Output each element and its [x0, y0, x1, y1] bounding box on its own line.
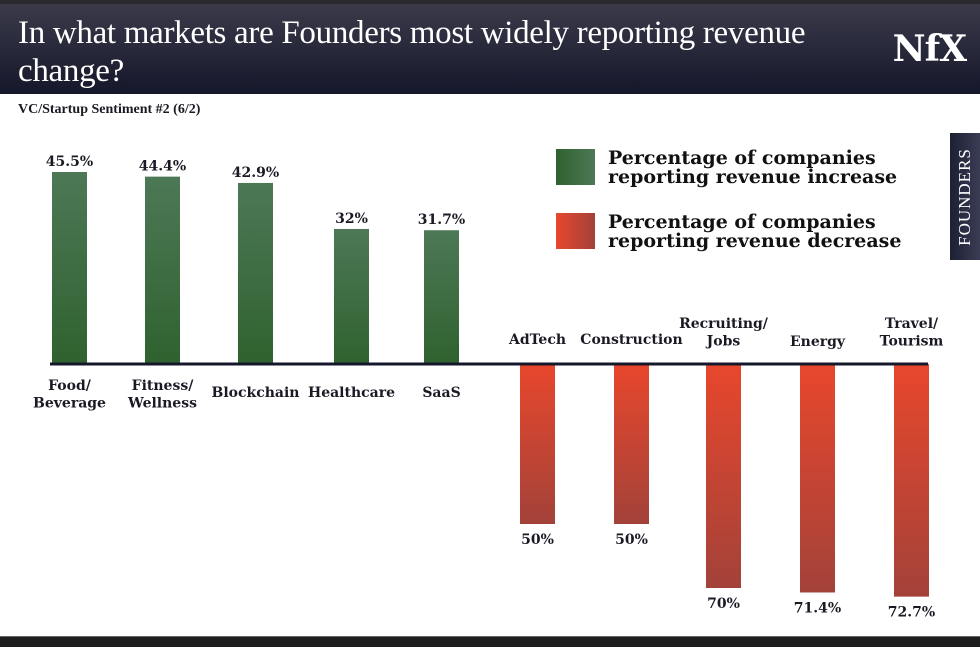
category-label-increase-3: Healthcare	[308, 385, 395, 401]
category-label-decrease-0: AdTech	[508, 332, 566, 348]
page-title: In what markets are Founders most widely…	[18, 15, 806, 89]
bar-increase-3	[334, 228, 369, 364]
category-label-increase-1: Fitness/Wellness	[127, 378, 197, 412]
legend-label-increase: Percentage of companies reporting revenu…	[608, 147, 898, 188]
bar-increase-1	[145, 176, 180, 364]
category-label-decrease-3: Energy	[790, 334, 846, 350]
nfx-logo: NfX	[892, 28, 967, 70]
bar-decrease-2	[706, 364, 741, 588]
value-label-decrease-0: 50%	[521, 532, 554, 548]
value-label-increase-0: 45.5%	[46, 154, 93, 170]
legend-swatch-increase	[556, 149, 595, 185]
category-label-increase-2: Blockchain	[212, 385, 300, 401]
bar-increase-0	[52, 171, 87, 364]
category-label-increase-4: SaaS	[422, 385, 460, 401]
category-label-decrease-1: Construction	[580, 332, 682, 348]
bar-decrease-3	[800, 364, 835, 593]
value-label-increase-4: 31.7%	[418, 212, 465, 228]
value-label-decrease-1: 50%	[615, 532, 648, 548]
value-label-decrease-4: 72.7%	[888, 605, 935, 621]
bar-decrease-4	[894, 364, 929, 597]
value-label-decrease-2: 70%	[707, 596, 740, 612]
category-label-increase-0: Food/Beverage	[33, 378, 106, 412]
value-label-increase-3: 32%	[335, 211, 368, 227]
legend-swatch-decrease	[556, 213, 595, 249]
header-banner: In what markets are Founders most widely…	[0, 4, 980, 94]
value-label-increase-1: 44.4%	[139, 159, 186, 175]
value-label-decrease-3: 71.4%	[794, 600, 841, 616]
category-label-decrease-4: Travel/Tourism	[880, 316, 944, 350]
legend-label-decrease: Percentage of companies reporting revenu…	[608, 211, 902, 252]
bar-decrease-0	[520, 364, 555, 524]
bar-increase-2	[238, 182, 273, 364]
top-strip	[0, 0, 980, 4]
chart-subtitle: VC/Startup Sentiment #2 (6/2)	[18, 102, 201, 117]
founders-side-tab[interactable]: FOUNDERS	[950, 133, 980, 260]
bar-decrease-1	[614, 364, 649, 524]
bottom-bar	[0, 636, 980, 647]
value-label-increase-2: 42.9%	[232, 165, 279, 181]
bar-increase-4	[424, 230, 459, 364]
category-label-decrease-2: Recruiting/Jobs	[679, 316, 769, 350]
